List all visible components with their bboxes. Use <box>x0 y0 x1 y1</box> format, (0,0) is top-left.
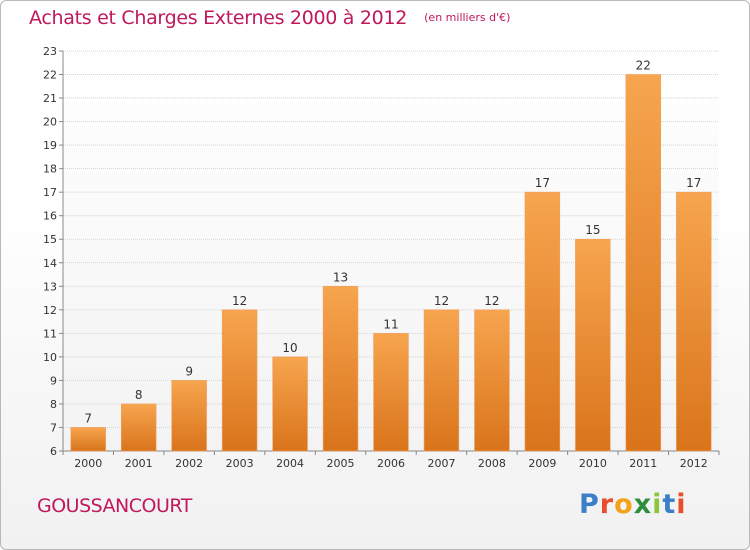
bar-2001 <box>120 403 157 452</box>
bar-2012 <box>676 191 712 452</box>
bar-value-label: 10 <box>282 341 297 355</box>
logo-letter: i <box>652 489 663 520</box>
y-tick-label: 20 <box>43 116 57 129</box>
x-tick-label: 2006 <box>377 457 405 470</box>
bar-2000 <box>70 427 106 452</box>
y-tick-label: 22 <box>43 69 57 82</box>
y-tick-label: 7 <box>50 421 57 434</box>
bar-2009 <box>524 191 561 452</box>
bar-value-label: 12 <box>434 294 449 308</box>
bar-value-label: 15 <box>585 223 600 237</box>
title-row: Achats et Charges Externes 2000 à 2012 (… <box>29 7 510 29</box>
bar-value-label: 12 <box>232 294 247 308</box>
x-tick-label: 2012 <box>680 457 708 470</box>
y-tick-label: 15 <box>43 233 57 246</box>
x-axis: 2000 2001 2002 2003 2004 2005 2006 2007 2008 2009… <box>62 451 720 470</box>
logo-letter: r <box>599 489 615 520</box>
bar-2004 <box>272 356 308 452</box>
bar-value-label: 7 <box>84 411 92 425</box>
logo-letter: t <box>662 489 677 520</box>
x-tick-label: 2008 <box>478 457 506 470</box>
bar-2010 <box>575 238 611 452</box>
logo-letter: P <box>579 489 600 520</box>
y-tick-label: 8 <box>50 398 57 411</box>
y-tick-label: 10 <box>43 351 57 364</box>
proxiti-logo[interactable]: Proxiti <box>579 489 687 520</box>
bar-2005 <box>322 285 359 452</box>
y-tick-label: 16 <box>43 210 57 223</box>
bar-value-label: 11 <box>383 317 398 331</box>
x-tick-label: 2002 <box>175 457 203 470</box>
bar-value-label: 12 <box>484 294 499 308</box>
x-tick-label: 2009 <box>528 457 556 470</box>
x-tick-label: 2003 <box>226 457 254 470</box>
bar-2002 <box>171 380 207 452</box>
bar-value-label: 17 <box>686 176 701 190</box>
bar-value-label: 22 <box>636 59 651 73</box>
bar-2003 <box>221 309 258 452</box>
x-tick-label: 2004 <box>276 457 304 470</box>
y-tick-label: 6 <box>50 445 57 458</box>
x-tick-label: 2000 <box>74 457 102 470</box>
y-tick-label: 19 <box>43 139 57 152</box>
x-tick-label: 2007 <box>427 457 455 470</box>
chart-subtitle: (en milliers d'€) <box>424 11 511 24</box>
bar-2011 <box>625 74 662 452</box>
bar-2007 <box>423 309 460 452</box>
logo-letter: x <box>633 489 653 520</box>
logo-letter: i <box>676 489 687 520</box>
x-tick-label: 2005 <box>327 457 355 470</box>
bar-2008 <box>474 309 510 452</box>
bar-2006 <box>373 333 409 452</box>
y-tick-label: 21 <box>43 92 57 105</box>
y-tick-label: 12 <box>43 304 57 317</box>
x-tick-label: 2010 <box>579 457 607 470</box>
bar-value-label: 9 <box>185 364 193 378</box>
y-tick-label: 17 <box>43 186 57 199</box>
commune-name: GOUSSANCOURT <box>37 495 192 517</box>
y-tick-label: 9 <box>50 374 57 387</box>
bar-value-label: 17 <box>535 176 550 190</box>
y-tick-label: 13 <box>43 280 57 293</box>
y-tick-label: 23 <box>43 45 57 58</box>
y-tick-label: 18 <box>43 163 57 176</box>
logo-letter: o <box>614 489 634 520</box>
bar-value-label: 13 <box>333 270 348 284</box>
bar-value-label: 8 <box>135 388 143 402</box>
y-tick-label: 11 <box>43 327 57 340</box>
y-tick-label: 14 <box>43 257 57 270</box>
bars: 7 8 9 12 10 13 11 12 12 17 15 22 17 <box>70 59 712 452</box>
x-tick-label: 2011 <box>629 457 657 470</box>
chart-title: Achats et Charges Externes 2000 à 2012 <box>29 7 408 29</box>
x-tick-label: 2001 <box>125 457 153 470</box>
